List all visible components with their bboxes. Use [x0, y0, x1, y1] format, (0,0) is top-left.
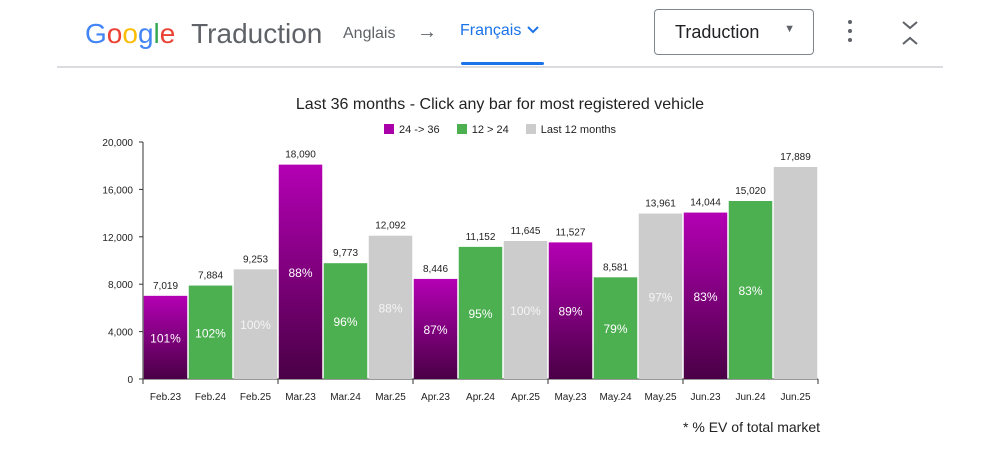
bar-value-label: 18,090: [285, 150, 316, 161]
y-tick-label: 16,000: [102, 185, 133, 196]
x-tick-label: May.25: [644, 392, 676, 403]
bar-ev-share-label: 100%: [510, 304, 541, 318]
dropdown-caret-icon: ▼: [784, 23, 795, 35]
bar-value-label: 8,446: [423, 264, 448, 275]
legend-item-last-12[interactable]: Last 12 months: [525, 124, 617, 136]
x-tick-label: Mar.25: [375, 392, 406, 403]
legend-label: 24 -> 36: [398, 124, 440, 136]
target-language-label: Français: [460, 22, 522, 39]
bar-ev-share-label: 79%: [603, 322, 627, 336]
chart-footnote: * % EV of total market: [683, 419, 820, 435]
chart-bar[interactable]: [728, 201, 773, 379]
x-tick-label: Mar.23: [285, 392, 316, 403]
bar-value-label: 17,889: [780, 152, 811, 163]
collapse-icon[interactable]: [898, 18, 922, 48]
bar-value-label: 13,961: [645, 199, 676, 210]
legend-swatch: [525, 124, 536, 134]
bar-value-label: 11,645: [511, 226, 541, 237]
x-tick-label: Feb.25: [240, 392, 272, 403]
more-options-icon[interactable]: [843, 19, 857, 45]
bar-value-label: 7,884: [198, 271, 223, 282]
translation-mode-select[interactable]: Traduction ▼: [654, 9, 814, 55]
bar-value-label: 15,020: [735, 186, 766, 197]
bar-value-label: 9,773: [333, 248, 358, 259]
chart-bar[interactable]: [368, 235, 413, 379]
bar-ev-share-label: 96%: [333, 315, 357, 329]
x-tick-label: May.24: [599, 392, 631, 403]
chart-bar[interactable]: [143, 295, 188, 379]
chart-bar[interactable]: [503, 241, 548, 379]
x-tick-label: Apr.25: [511, 392, 540, 403]
x-tick-label: Jun.23: [690, 392, 720, 403]
x-tick-label: Apr.23: [421, 392, 450, 403]
bar-ev-share-label: 95%: [468, 307, 492, 321]
bar-value-label: 11,152: [466, 232, 496, 243]
chart-title: Last 36 months - Click any bar for most …: [295, 96, 705, 113]
x-tick-label: Jun.25: [780, 392, 810, 403]
x-tick-label: Feb.23: [150, 392, 182, 403]
legend-label: Last 12 months: [540, 124, 617, 136]
legend-swatch: [456, 124, 467, 134]
chart-bar[interactable]: [458, 246, 503, 379]
legend-swatch: [383, 124, 394, 134]
chart-bar[interactable]: [323, 263, 368, 379]
bar-ev-share-label: 83%: [738, 284, 762, 298]
y-tick-label: 20,000: [102, 138, 133, 149]
target-language-selector[interactable]: Français: [460, 22, 540, 40]
bar-ev-share-label: 97%: [648, 290, 672, 304]
y-tick-label: 0: [127, 375, 133, 386]
chart-bar[interactable]: [233, 269, 278, 379]
bar-value-label: 11,527: [556, 227, 586, 238]
chart-bar[interactable]: [278, 164, 323, 379]
source-language[interactable]: Anglais: [343, 25, 396, 42]
brand-suffix: Traduction: [191, 18, 323, 49]
chart-bar[interactable]: [638, 213, 683, 379]
toolbar-divider: [57, 66, 943, 68]
y-tick-label: 12,000: [102, 233, 133, 244]
bar-ev-share-label: 83%: [693, 290, 717, 304]
google-translate-logo[interactable]: Google Traduction: [85, 18, 322, 50]
active-tab-indicator: [461, 62, 544, 65]
bar-ev-share-label: 89%: [558, 305, 582, 319]
x-tick-label: Jun.24: [735, 392, 765, 403]
translation-mode-label: Traduction: [675, 22, 760, 42]
x-tick-label: Feb.24: [195, 392, 227, 403]
chevron-down-icon: [527, 23, 540, 37]
legend-item-24-36[interactable]: 24 -> 36: [383, 124, 440, 136]
y-tick-label: 8,000: [108, 280, 133, 291]
bar-ev-share-label: 102%: [195, 326, 226, 340]
bar-value-label: 8,581: [603, 262, 628, 273]
bar-value-label: 7,019: [153, 281, 178, 292]
x-tick-label: May.23: [554, 392, 586, 403]
bar-ev-share-label: 101%: [150, 331, 181, 345]
bar-value-label: 9,253: [243, 254, 268, 265]
bar-ev-share-label: 100%: [240, 318, 271, 332]
chart-bar[interactable]: [683, 212, 728, 379]
chart-bar[interactable]: [188, 285, 233, 379]
bar-value-label: 14,044: [690, 198, 721, 209]
x-tick-label: Apr.24: [466, 392, 495, 403]
bar-ev-share-label: 87%: [423, 323, 447, 337]
chart-legend: 24 -> 36 12 > 24 Last 12 months: [0, 124, 1000, 136]
y-tick-label: 4,000: [108, 328, 133, 339]
chart-bar[interactable]: [413, 278, 458, 379]
chart-bar[interactable]: [593, 277, 638, 379]
x-tick-label: Mar.24: [330, 392, 361, 403]
chart-bar[interactable]: [773, 167, 818, 379]
bar-ev-share-label: 88%: [378, 301, 402, 315]
chart-bar[interactable]: [548, 242, 593, 379]
plot-area: 0 4,000 8,000 12,000 16,000 20,000 7,019 101% Fe…: [102, 138, 819, 403]
translate-toolbar: Google Traduction Anglais → Français Tra…: [0, 0, 1000, 66]
google-wordmark: Google: [85, 18, 176, 49]
arrow-right-icon: →: [417, 21, 437, 43]
bar-ev-share-label: 88%: [288, 266, 312, 280]
legend-label: 12 > 24: [471, 124, 509, 136]
bar-value-label: 12,092: [375, 221, 406, 232]
legend-item-12-24[interactable]: 12 > 24: [456, 124, 509, 136]
